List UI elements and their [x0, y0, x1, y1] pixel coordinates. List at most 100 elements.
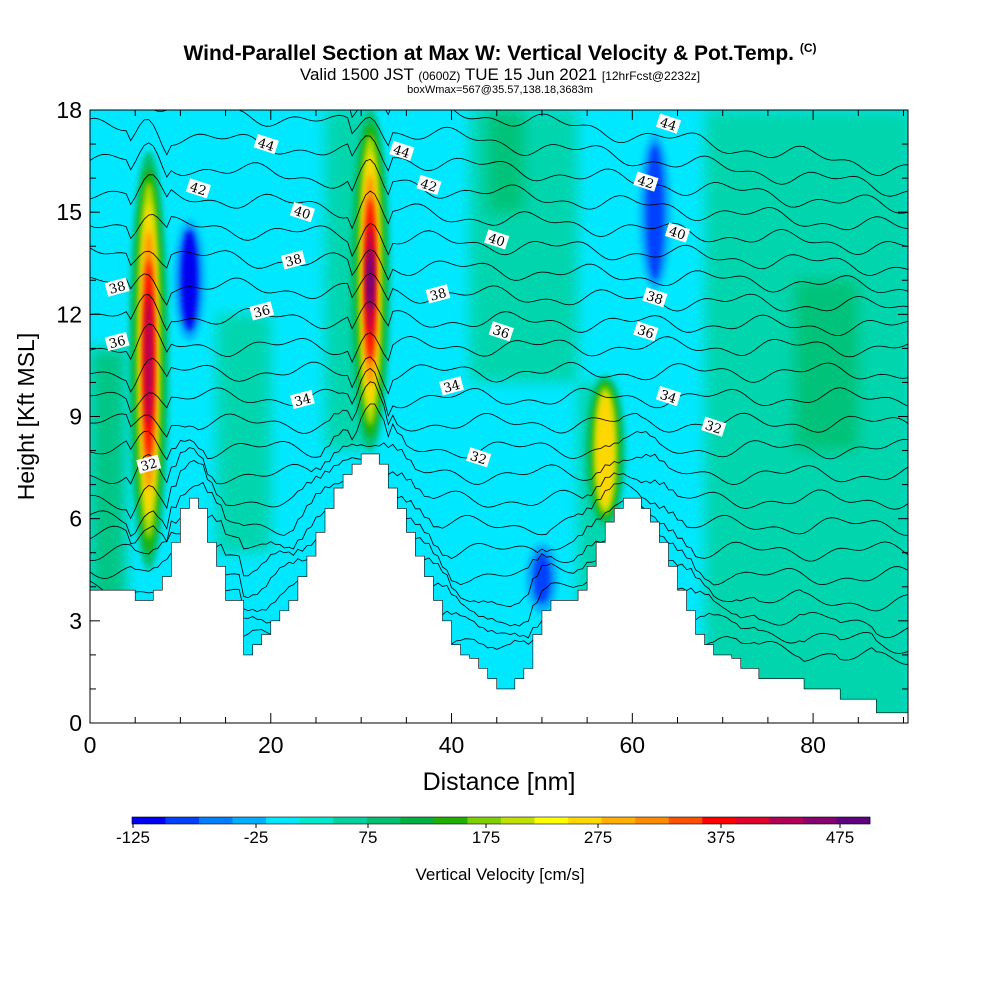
colorbar-swatch — [232, 817, 267, 824]
isentrope-label-box — [104, 277, 130, 297]
isentrope-label-group: 36 — [633, 321, 659, 342]
isentrope-label-group: 44 — [655, 113, 682, 135]
colorbar-tick-label: 75 — [359, 828, 378, 847]
x-tick-label: 60 — [620, 732, 646, 758]
isentrope-line — [90, 367, 908, 417]
x-tick-label: 0 — [84, 732, 97, 758]
isentrope-line — [349, 110, 908, 176]
title-text: Wind-Parallel Section at Max W: Vertical… — [183, 42, 794, 65]
isentrope-label-box — [136, 454, 162, 474]
colorbar-swatch — [165, 817, 200, 824]
x-tick-label: 80 — [800, 732, 826, 758]
y-tick-label: 18 — [56, 97, 82, 123]
isentrope-label-group: 34 — [655, 386, 682, 407]
colorbar-frame — [131, 816, 871, 825]
isentrope-label: 44 — [256, 136, 276, 155]
isentrope-label-box — [664, 222, 691, 243]
isentrope-label: 44 — [391, 143, 411, 162]
isentrope-line — [90, 550, 908, 612]
valid-utc: (0600Z) — [418, 69, 461, 83]
isentrope-label: 40 — [667, 224, 687, 243]
valid-prefix: Valid 1500 JST — [299, 65, 414, 84]
isentrope-line — [90, 457, 908, 520]
colorbar-swatch — [802, 817, 837, 824]
isentrope-label-group: 40 — [289, 202, 316, 223]
isentrope-line — [90, 294, 908, 336]
isentrope-label-box — [389, 140, 415, 161]
colorbar-swatch — [836, 817, 871, 824]
forecast-info: [12hrFcst@2232z] — [601, 69, 701, 83]
isentrope-label-group: 32 — [136, 454, 162, 475]
colorbar-tick-label: 475 — [826, 828, 854, 847]
isentrope-label-group: 40 — [484, 229, 510, 251]
downdraft-core — [532, 552, 551, 604]
colorbar-swatch — [366, 817, 401, 824]
y-tick-label: 3 — [69, 608, 82, 634]
valid-time-line: Valid 1500 JST (0600Z) TUE 15 Jun 2021 [… — [0, 66, 1000, 85]
isentrope-label-group: 38 — [280, 250, 306, 271]
field-band — [90, 348, 127, 604]
isentrope-label: 36 — [108, 334, 128, 353]
isentrope-label-box — [633, 171, 659, 192]
colorbar-swatch — [199, 817, 233, 824]
isentrope-line — [90, 214, 908, 276]
colorbar-swatch — [635, 817, 670, 824]
isentrope-label-group: 38 — [642, 287, 668, 308]
isentrope-label-group: 42 — [416, 174, 442, 196]
colorbar-swatch — [568, 817, 602, 824]
isentrope-label: 34 — [293, 392, 313, 411]
isentrope-label: 38 — [428, 286, 448, 305]
isentrope-label-box — [425, 284, 451, 304]
isentrope-line — [90, 442, 908, 485]
isentrope-label-box — [439, 376, 464, 396]
isentrope-label-group: 44 — [253, 133, 279, 155]
updraft-core — [367, 249, 374, 311]
isentrope-label-group: 34 — [439, 376, 464, 397]
x-tick-label: 20 — [258, 732, 284, 758]
isentrope-label-group: 36 — [104, 331, 130, 353]
colorbar-swatch — [433, 817, 468, 824]
isentrope-label: 38 — [284, 252, 304, 271]
isentrope-label: 42 — [418, 177, 438, 196]
isentrope-line — [152, 110, 908, 197]
colorbar-swatch — [299, 817, 334, 824]
box-info-line: boxWmax=567@35.57,138.18,3683m — [407, 84, 593, 96]
plot-area: 32 32 32 34 34 34 36 36 36 36 38 38 38 38 40 40 40 42 42 42… — [90, 110, 908, 723]
isentrope-label: 44 — [658, 115, 678, 134]
isentrope-label: 40 — [486, 231, 506, 250]
isentrope-line — [90, 323, 908, 363]
isentrope-line — [90, 524, 908, 586]
isentrope-label-group: 38 — [104, 277, 130, 298]
y-tick-label: 6 — [69, 506, 82, 532]
isentrope-label: 38 — [108, 279, 128, 298]
isentrope-line — [90, 174, 908, 256]
y-tick-label: 0 — [69, 710, 82, 736]
isentrope-label-box — [104, 331, 130, 352]
colorbar-tick-label: 175 — [472, 828, 500, 847]
isentrope-label-box — [488, 321, 514, 342]
colorbar-tick-label: 275 — [584, 828, 612, 847]
isentrope-label-box — [185, 178, 212, 199]
downdraft-core — [645, 144, 664, 281]
colorbar-swatch — [534, 817, 569, 824]
y-tick-label: 12 — [56, 301, 82, 327]
colorbar-swatch — [266, 817, 301, 824]
isentrope-label-group: 44 — [389, 140, 415, 162]
isentrope-label-group: 36 — [249, 301, 275, 322]
title-block: Wind-Parallel Section at Max W: Vertical… — [0, 36, 1000, 96]
valid-date: TUE 15 Jun 2021 — [464, 65, 598, 84]
colorbar-tick-label: 375 — [707, 828, 735, 847]
isentrope-label-box — [484, 229, 510, 250]
isentrope-line — [90, 381, 908, 438]
colorbar-swatch — [467, 817, 502, 824]
y-tick-label: 15 — [56, 199, 82, 225]
isentrope-label: 32 — [468, 449, 488, 468]
colorbar-swatch — [735, 817, 770, 824]
isentrope-label: 34 — [442, 378, 462, 397]
colorbar-swatch — [769, 817, 804, 824]
isentrope-label-box — [289, 389, 315, 410]
isentrope-label-group: 42 — [185, 178, 212, 199]
isentrope-label-group: 36 — [488, 321, 514, 342]
isentrope-line — [90, 272, 908, 312]
